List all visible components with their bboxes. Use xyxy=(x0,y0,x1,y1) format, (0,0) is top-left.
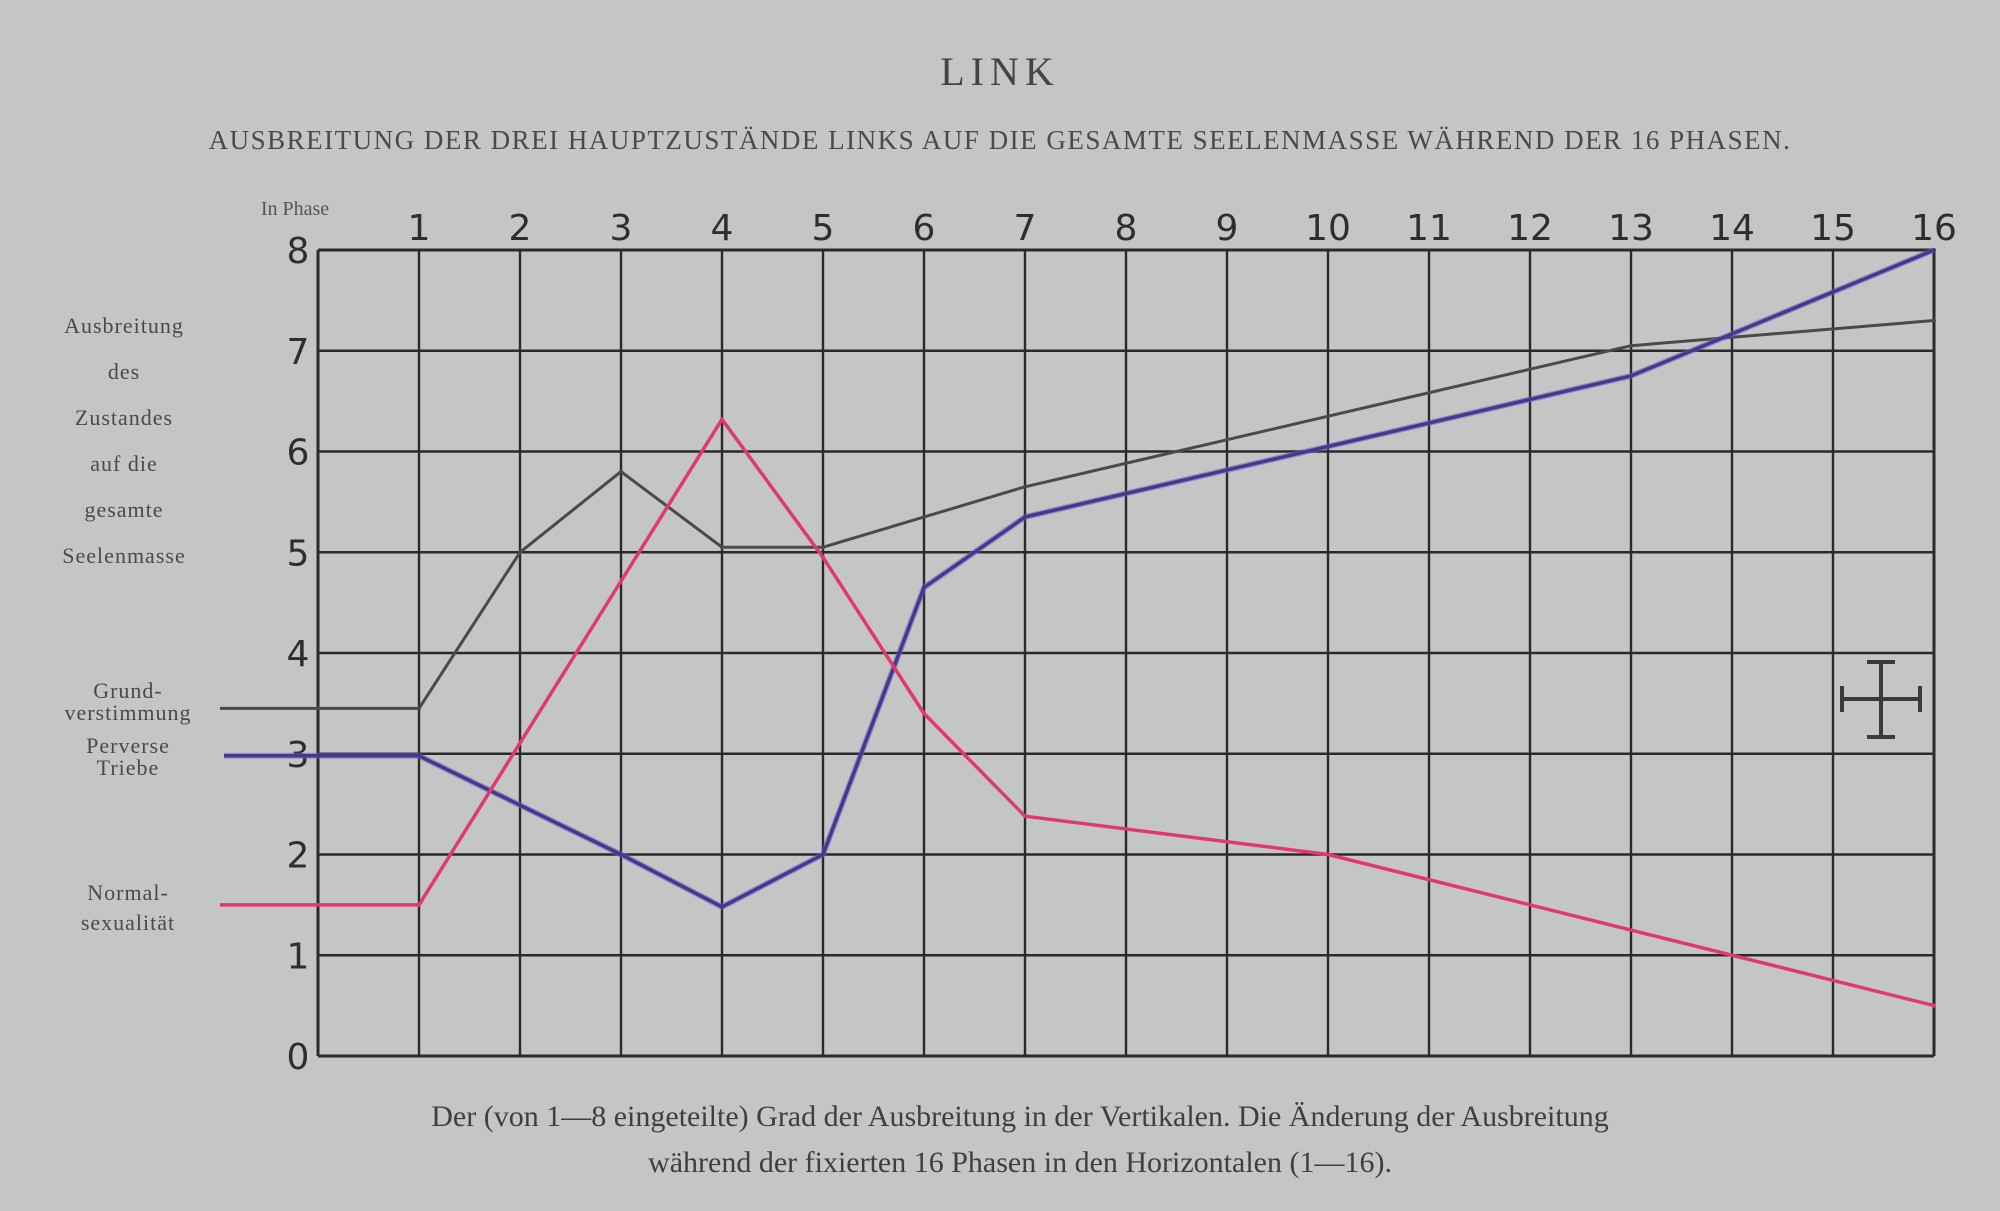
x-tick-label: 5 xyxy=(812,208,835,249)
series-line xyxy=(224,248,1935,909)
series-point xyxy=(1326,444,1330,449)
series-line xyxy=(220,417,1935,1008)
series-point xyxy=(720,417,724,422)
x-tick-label: 10 xyxy=(1305,208,1351,249)
series-label-line: verstimmung xyxy=(64,700,191,725)
x-tick-label: 1 xyxy=(408,208,431,249)
x-tick-label: 7 xyxy=(1014,208,1037,249)
x-tick-label: 6 xyxy=(913,208,936,249)
y-tick-label: 2 xyxy=(287,836,310,877)
cross-symbol-icon xyxy=(1840,660,1922,739)
y-tick-label: 8 xyxy=(287,231,310,272)
series-point xyxy=(821,545,825,550)
grid xyxy=(316,248,1936,1058)
caption-line-1: Der (von 1—8 eingeteilte) Grad der Ausbr… xyxy=(431,1100,1609,1133)
x-tick-label: 16 xyxy=(1911,208,1957,249)
series-point xyxy=(922,711,926,716)
series-point xyxy=(518,550,522,555)
series-point xyxy=(1023,814,1027,819)
series-point xyxy=(922,585,926,590)
series-point xyxy=(417,706,421,711)
series-point xyxy=(821,555,825,560)
series-line xyxy=(220,319,1935,710)
x-tick-label: 4 xyxy=(711,208,734,249)
series-point xyxy=(1629,373,1633,378)
x-tick-label: 13 xyxy=(1608,208,1654,249)
series-point xyxy=(417,902,421,907)
x-tick-label: 9 xyxy=(1216,208,1239,249)
y-axis-label-line: des xyxy=(108,359,140,384)
series-point xyxy=(720,545,724,550)
x-tick-label: 2 xyxy=(509,208,532,249)
x-tick-label: 15 xyxy=(1810,208,1856,249)
series-label-line: Grund- xyxy=(93,678,163,703)
y-tick-label: 4 xyxy=(287,634,310,675)
series-point xyxy=(1932,318,1936,323)
y-axis-label-line: Ausbreitung xyxy=(64,313,184,338)
series-label-line: Perverse xyxy=(86,733,170,758)
series-point xyxy=(1023,484,1027,489)
chart-title: LINK xyxy=(940,49,1060,94)
y-axis-label-line: Zustandes xyxy=(75,405,173,430)
series-point xyxy=(1326,852,1330,857)
series-point xyxy=(1932,1003,1936,1008)
series-point xyxy=(619,469,623,474)
series-point xyxy=(1023,514,1027,519)
x-tick-label: 3 xyxy=(610,208,633,249)
y-tick-label: 0 xyxy=(287,1037,310,1078)
caption-line-2: während der fixierten 16 Phasen in den H… xyxy=(648,1146,1392,1179)
series-label-line: sexualität xyxy=(81,910,175,935)
series-point xyxy=(417,753,421,758)
x-tick-label: 11 xyxy=(1406,208,1452,249)
y-tick-label: 6 xyxy=(287,433,310,474)
x-tick-label: 14 xyxy=(1709,208,1755,249)
x-tick-label: 12 xyxy=(1507,208,1553,249)
series-label-line: Normal- xyxy=(87,880,169,905)
series-point xyxy=(1932,248,1936,252)
series-point xyxy=(821,852,825,857)
y-axis-label-line: gesamte xyxy=(84,497,163,522)
y-tick-label: 7 xyxy=(287,332,310,373)
series-label-line: Triebe xyxy=(97,755,160,780)
y-axis-label-line: auf die xyxy=(90,451,157,476)
series-point xyxy=(619,852,623,857)
series-point xyxy=(1629,343,1633,348)
chart-subtitle: AUSBREITUNG DER DREI HAUPTZUSTÄNDE LINKS… xyxy=(208,125,1792,155)
x-tick-label: 8 xyxy=(1115,208,1138,249)
phase-axis-label: In Phase xyxy=(261,198,329,220)
series-point xyxy=(720,904,724,909)
y-axis-label-line: Seelenmasse xyxy=(62,543,185,568)
y-tick-label: 5 xyxy=(287,533,310,574)
y-tick-label: 1 xyxy=(287,936,310,977)
